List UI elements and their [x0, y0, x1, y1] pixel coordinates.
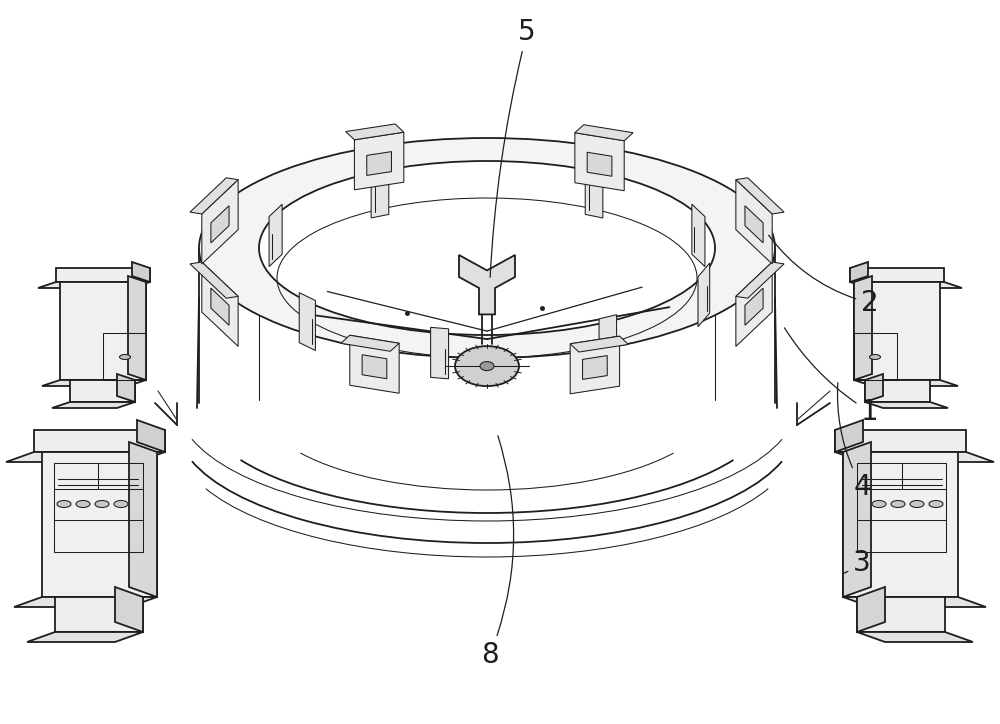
Polygon shape [42, 452, 157, 597]
Polygon shape [745, 206, 763, 243]
Ellipse shape [120, 355, 130, 360]
Polygon shape [854, 276, 872, 380]
Polygon shape [137, 420, 165, 452]
Text: 3: 3 [843, 549, 871, 577]
Polygon shape [843, 442, 871, 597]
Polygon shape [341, 335, 399, 351]
Polygon shape [745, 288, 763, 325]
Text: 5: 5 [490, 18, 536, 277]
Polygon shape [736, 262, 784, 298]
Polygon shape [269, 204, 282, 266]
Polygon shape [854, 282, 940, 380]
Text: 1: 1 [784, 328, 879, 426]
Polygon shape [857, 587, 885, 632]
Polygon shape [587, 152, 612, 176]
Polygon shape [6, 452, 165, 462]
Polygon shape [865, 374, 883, 402]
Polygon shape [575, 125, 633, 140]
Polygon shape [117, 374, 135, 402]
Polygon shape [34, 430, 165, 452]
Polygon shape [835, 430, 966, 452]
Polygon shape [857, 632, 973, 642]
Ellipse shape [199, 138, 775, 358]
Ellipse shape [57, 500, 71, 508]
Polygon shape [346, 124, 404, 140]
Polygon shape [190, 262, 238, 298]
Text: 8: 8 [481, 436, 514, 669]
Ellipse shape [910, 500, 924, 508]
Polygon shape [42, 380, 146, 386]
Ellipse shape [95, 500, 109, 508]
Polygon shape [299, 292, 315, 350]
Polygon shape [850, 282, 962, 288]
Text: 4: 4 [837, 383, 871, 501]
Polygon shape [736, 178, 784, 214]
Polygon shape [362, 355, 387, 379]
Polygon shape [857, 597, 945, 632]
Polygon shape [70, 380, 135, 402]
Polygon shape [570, 336, 620, 394]
Polygon shape [27, 632, 143, 642]
Polygon shape [698, 263, 710, 327]
Polygon shape [692, 204, 705, 266]
Polygon shape [115, 587, 143, 632]
Polygon shape [865, 402, 948, 408]
Ellipse shape [114, 500, 128, 508]
Polygon shape [575, 132, 624, 190]
Polygon shape [850, 268, 944, 282]
Ellipse shape [76, 500, 90, 508]
Polygon shape [835, 420, 863, 452]
Ellipse shape [480, 361, 494, 371]
Polygon shape [367, 151, 391, 175]
Polygon shape [459, 255, 515, 314]
Polygon shape [835, 452, 994, 462]
Polygon shape [736, 180, 772, 264]
Polygon shape [132, 262, 150, 282]
Polygon shape [583, 355, 607, 379]
Polygon shape [371, 164, 389, 218]
Polygon shape [843, 452, 958, 597]
Polygon shape [585, 164, 603, 218]
Polygon shape [211, 206, 229, 243]
Polygon shape [865, 380, 930, 402]
Polygon shape [52, 402, 135, 408]
Polygon shape [56, 268, 150, 282]
Polygon shape [350, 335, 399, 393]
Ellipse shape [259, 161, 715, 335]
Polygon shape [431, 327, 449, 379]
Polygon shape [736, 262, 772, 346]
Polygon shape [128, 276, 146, 380]
Polygon shape [211, 288, 229, 325]
Polygon shape [354, 132, 404, 190]
Polygon shape [202, 180, 238, 264]
Polygon shape [843, 597, 986, 607]
Ellipse shape [891, 500, 905, 508]
Ellipse shape [455, 346, 519, 386]
Polygon shape [599, 315, 617, 369]
Polygon shape [129, 442, 157, 597]
Polygon shape [202, 262, 238, 346]
Ellipse shape [929, 500, 943, 508]
Polygon shape [854, 380, 958, 386]
Polygon shape [38, 282, 150, 288]
Polygon shape [570, 336, 628, 352]
Polygon shape [60, 282, 146, 380]
Ellipse shape [870, 355, 881, 360]
Polygon shape [14, 597, 157, 607]
Ellipse shape [872, 500, 886, 508]
Polygon shape [190, 178, 238, 214]
Polygon shape [850, 262, 868, 282]
Text: 2: 2 [769, 235, 879, 317]
Polygon shape [55, 597, 143, 632]
